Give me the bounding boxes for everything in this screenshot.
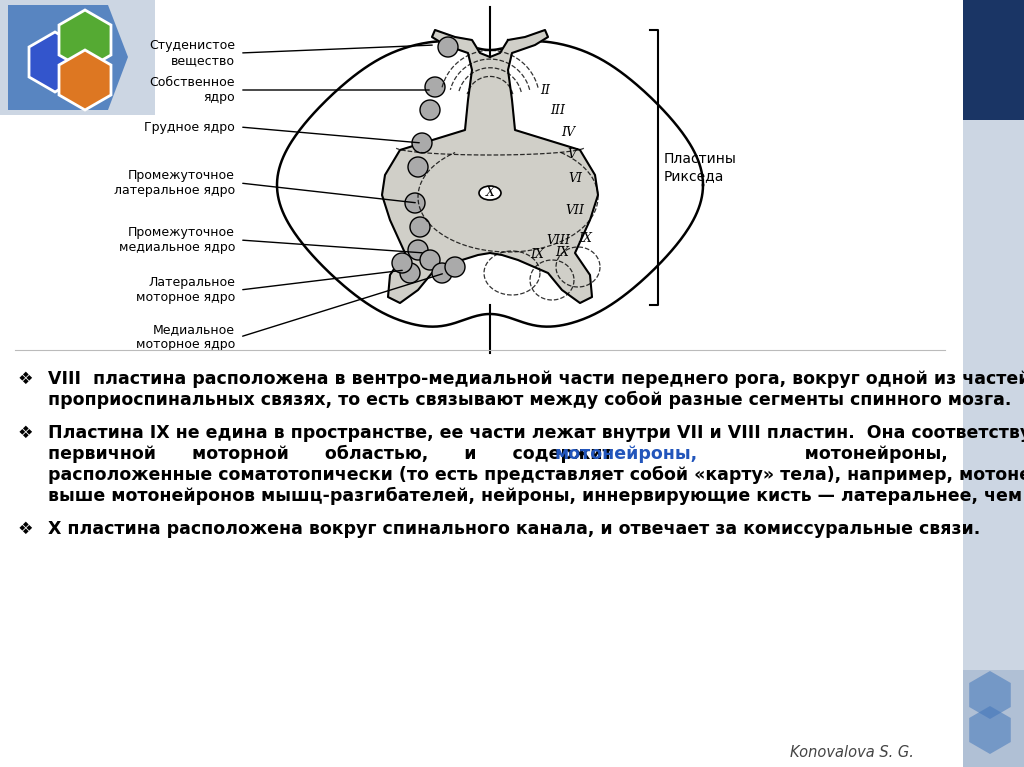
Text: IX: IX [555,245,569,258]
Polygon shape [59,10,111,70]
Polygon shape [8,5,128,110]
Circle shape [420,250,440,270]
Text: Промежуточное
медиальное ядро: Промежуточное медиальное ядро [119,226,234,254]
Text: ❖: ❖ [18,370,34,388]
Text: Х пластина расположена вокруг спинального канала, и отвечает за комиссуральные с: Х пластина расположена вокруг спинальног… [48,520,980,538]
Circle shape [420,100,440,120]
Text: Konovalova S. G.: Konovalova S. G. [790,745,913,760]
Text: Медиальное
моторное ядро: Медиальное моторное ядро [136,323,234,351]
Text: проприоспинальных связях, то есть связывают между собой разные сегменты спинного: проприоспинальных связях, то есть связыв… [48,391,1012,409]
Circle shape [408,157,428,177]
Circle shape [408,240,428,260]
Text: V: V [567,149,577,162]
Text: расположенные соматотопически (то есть представляет собой «карту» тела), наприме: расположенные соматотопически (то есть п… [48,466,1024,484]
Circle shape [406,193,425,213]
Text: Собственное
ядро: Собственное ядро [150,76,234,104]
Polygon shape [59,50,111,110]
Text: IX: IX [579,232,592,245]
Text: Грудное ядро: Грудное ядро [144,120,234,133]
Circle shape [400,263,420,283]
Polygon shape [382,30,598,303]
Text: IV: IV [561,126,575,139]
Text: IX: IX [530,249,544,262]
Circle shape [438,37,458,57]
Text: Студенистое
вещество: Студенистое вещество [150,39,234,67]
Text: ❖: ❖ [18,520,34,538]
Text: X: X [485,186,495,199]
Text: II: II [540,84,550,97]
Text: VII: VII [565,203,585,216]
Polygon shape [29,32,81,92]
Circle shape [445,257,465,277]
Text: ❖: ❖ [18,424,34,442]
Bar [0,0,155,115]
Text: мотонейроны,: мотонейроны, [555,445,698,463]
Text: VI: VI [568,172,582,185]
Polygon shape [278,41,703,327]
Circle shape [425,77,445,97]
Circle shape [392,253,412,273]
Text: VIII: VIII [546,233,570,246]
Bar [963,0,1024,120]
Text: Пластины
Рикседа: Пластины Рикседа [664,153,737,183]
Ellipse shape [479,186,501,200]
Circle shape [412,133,432,153]
Text: Латеральное
моторное ядро: Латеральное моторное ядро [136,276,234,304]
Text: III: III [551,104,565,117]
Text: VIII  пластина расположена в вентро-медиальной части переднего рога, вокруг одно: VIII пластина расположена в вентро-медиа… [48,370,1024,388]
Text: выше мотонейронов мышц-разгибателей, нейроны, иннервирующие кисть — латеральнее,: выше мотонейронов мышц-разгибателей, ней… [48,487,1024,505]
Circle shape [432,263,452,283]
Text: Пластина IX не едина в пространстве, ее части лежат внутри VII и VIII пластин.  : Пластина IX не едина в пространстве, ее … [48,424,1024,442]
Circle shape [410,217,430,237]
Text: первичной      моторной      областью,      и      содержит                     : первичной моторной областью, и содержит [48,445,948,463]
Bar [963,0,1024,767]
Bar [963,670,1024,767]
Polygon shape [969,706,1011,754]
Polygon shape [969,671,1011,719]
Text: Промежуточное
латеральное ядро: Промежуточное латеральное ядро [114,169,234,197]
